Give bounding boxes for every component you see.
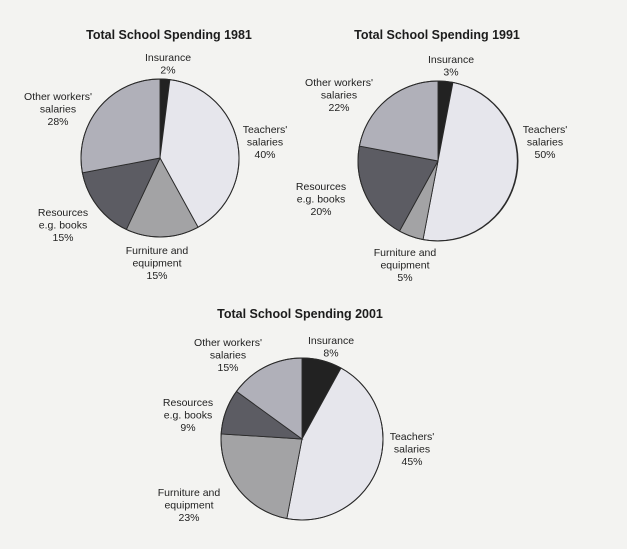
chart-title-1981: Total School Spending 1981 — [86, 28, 252, 42]
slice-label-1991-insurance: Insurance 3% — [428, 54, 474, 79]
slice-label-1981-insurance: Insurance 2% — [145, 52, 191, 77]
pie-outline-1981 — [80, 78, 240, 238]
slice-label-1991-other-workers-salaries: Other workers' salaries 22% — [305, 77, 373, 114]
slice-label-1991-resources-e-g-books: Resources e.g. books 20% — [296, 181, 346, 218]
chart-title-2001: Total School Spending 2001 — [217, 307, 383, 321]
slice-label-1991-teachers-salaries: Teachers' salaries 50% — [523, 124, 568, 161]
slice-label-1981-teachers-salaries: Teachers' salaries 40% — [243, 124, 288, 161]
slice-label-2001-furniture-and-equipment: Furniture and equipment 23% — [158, 487, 221, 524]
pie-outline-1991 — [357, 80, 519, 242]
pie-outline-2001 — [220, 357, 384, 521]
slice-label-2001-insurance: Insurance 8% — [308, 335, 354, 360]
slice-label-1991-furniture-and-equipment: Furniture and equipment 5% — [374, 247, 437, 284]
pie-slice-1981-other-workers-salaries — [80, 78, 161, 174]
slice-label-1981-other-workers-salaries: Other workers' salaries 28% — [24, 91, 92, 128]
slice-label-2001-other-workers-salaries: Other workers' salaries 15% — [194, 337, 262, 374]
slice-label-1981-resources-e-g-books: Resources e.g. books 15% — [38, 207, 88, 244]
slice-label-2001-teachers-salaries: Teachers' salaries 45% — [390, 431, 435, 468]
slice-label-1981-furniture-and-equipment: Furniture and equipment 15% — [126, 245, 189, 282]
chart-title-1991: Total School Spending 1991 — [354, 28, 520, 42]
slice-label-2001-resources-e-g-books: Resources e.g. books 9% — [163, 397, 213, 434]
